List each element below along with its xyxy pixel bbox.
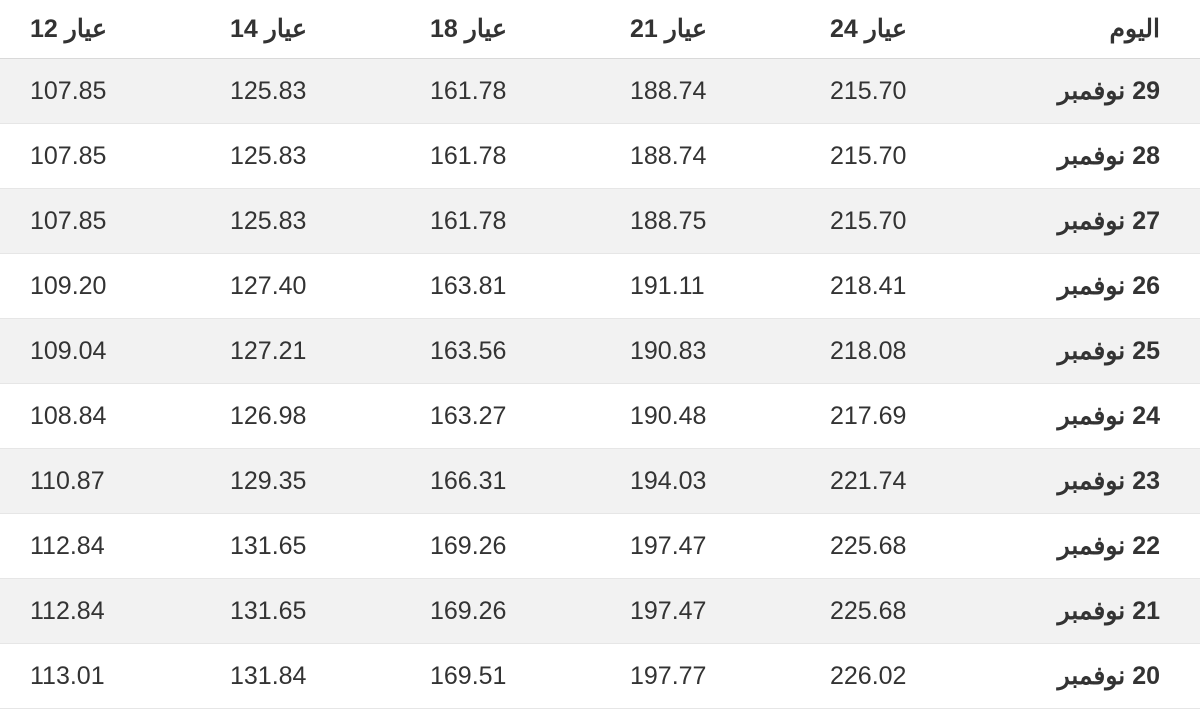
day-cell: 28 نوفمبر: [1000, 124, 1200, 189]
price-cell-k12: 109.20: [0, 254, 200, 319]
price-cell-k21: 188.75: [600, 189, 800, 254]
day-cell: 21 نوفمبر: [1000, 579, 1200, 644]
price-cell-k18: 169.26: [400, 514, 600, 579]
day-cell: 23 نوفمبر: [1000, 449, 1200, 514]
price-cell-k21: 190.83: [600, 319, 800, 384]
price-cell-k14: 131.84: [200, 644, 400, 709]
price-cell-k12: 107.85: [0, 59, 200, 124]
col-header-k18: عيار 18: [400, 0, 600, 59]
header-row: عيار 12 عيار 14 عيار 18 عيار 21 عيار 24 …: [0, 0, 1200, 59]
table-header: عيار 12 عيار 14 عيار 18 عيار 21 عيار 24 …: [0, 0, 1200, 59]
day-cell: 29 نوفمبر: [1000, 59, 1200, 124]
price-cell-k14: 129.35: [200, 449, 400, 514]
price-cell-k24: 217.69: [800, 384, 1000, 449]
table-row: 109.04127.21163.56190.83218.0825 نوفمبر: [0, 319, 1200, 384]
table-row: 107.85125.83161.78188.74215.7029 نوفمبر: [0, 59, 1200, 124]
price-cell-k24: 221.74: [800, 449, 1000, 514]
price-cell-k21: 194.03: [600, 449, 800, 514]
col-header-day: اليوم: [1000, 0, 1200, 59]
price-cell-k12: 107.85: [0, 189, 200, 254]
price-cell-k18: 163.81: [400, 254, 600, 319]
col-header-k24: عيار 24: [800, 0, 1000, 59]
price-cell-k18: 163.27: [400, 384, 600, 449]
price-cell-k12: 112.84: [0, 514, 200, 579]
price-cell-k18: 169.51: [400, 644, 600, 709]
table-body: 107.85125.83161.78188.74215.7029 نوفمبر1…: [0, 59, 1200, 709]
gold-price-table-container: عيار 12 عيار 14 عيار 18 عيار 21 عيار 24 …: [0, 0, 1200, 700]
price-cell-k21: 188.74: [600, 59, 800, 124]
table-row: 109.20127.40163.81191.11218.4126 نوفمبر: [0, 254, 1200, 319]
price-cell-k24: 215.70: [800, 124, 1000, 189]
price-cell-k21: 191.11: [600, 254, 800, 319]
price-cell-k14: 125.83: [200, 124, 400, 189]
price-cell-k24: 225.68: [800, 514, 1000, 579]
table-row: 112.84131.65169.26197.47225.6821 نوفمبر: [0, 579, 1200, 644]
day-cell: 22 نوفمبر: [1000, 514, 1200, 579]
price-cell-k18: 169.26: [400, 579, 600, 644]
price-cell-k12: 110.87: [0, 449, 200, 514]
day-cell: 24 نوفمبر: [1000, 384, 1200, 449]
price-cell-k14: 125.83: [200, 59, 400, 124]
gold-price-table: عيار 12 عيار 14 عيار 18 عيار 21 عيار 24 …: [0, 0, 1200, 709]
day-cell: 26 نوفمبر: [1000, 254, 1200, 319]
price-cell-k18: 163.56: [400, 319, 600, 384]
col-header-k21: عيار 21: [600, 0, 800, 59]
price-cell-k14: 131.65: [200, 579, 400, 644]
price-cell-k21: 197.47: [600, 514, 800, 579]
price-cell-k24: 226.02: [800, 644, 1000, 709]
price-cell-k12: 107.85: [0, 124, 200, 189]
price-cell-k18: 161.78: [400, 59, 600, 124]
price-cell-k14: 126.98: [200, 384, 400, 449]
price-cell-k24: 218.41: [800, 254, 1000, 319]
day-cell: 25 نوفمبر: [1000, 319, 1200, 384]
price-cell-k24: 215.70: [800, 189, 1000, 254]
col-header-k14: عيار 14: [200, 0, 400, 59]
price-cell-k18: 161.78: [400, 189, 600, 254]
price-cell-k14: 125.83: [200, 189, 400, 254]
price-cell-k21: 197.77: [600, 644, 800, 709]
day-cell: 27 نوفمبر: [1000, 189, 1200, 254]
price-cell-k24: 225.68: [800, 579, 1000, 644]
price-cell-k21: 197.47: [600, 579, 800, 644]
price-cell-k12: 113.01: [0, 644, 200, 709]
price-cell-k14: 131.65: [200, 514, 400, 579]
price-cell-k21: 190.48: [600, 384, 800, 449]
price-cell-k12: 112.84: [0, 579, 200, 644]
table-row: 112.84131.65169.26197.47225.6822 نوفمبر: [0, 514, 1200, 579]
price-cell-k14: 127.40: [200, 254, 400, 319]
col-header-k12: عيار 12: [0, 0, 200, 59]
price-cell-k12: 108.84: [0, 384, 200, 449]
price-cell-k14: 127.21: [200, 319, 400, 384]
price-cell-k24: 218.08: [800, 319, 1000, 384]
table-row: 110.87129.35166.31194.03221.7423 نوفمبر: [0, 449, 1200, 514]
price-cell-k18: 166.31: [400, 449, 600, 514]
price-cell-k12: 109.04: [0, 319, 200, 384]
table-row: 107.85125.83161.78188.75215.7027 نوفمبر: [0, 189, 1200, 254]
price-cell-k24: 215.70: [800, 59, 1000, 124]
day-cell: 20 نوفمبر: [1000, 644, 1200, 709]
price-cell-k18: 161.78: [400, 124, 600, 189]
price-cell-k21: 188.74: [600, 124, 800, 189]
table-row: 113.01131.84169.51197.77226.0220 نوفمبر: [0, 644, 1200, 709]
table-row: 108.84126.98163.27190.48217.6924 نوفمبر: [0, 384, 1200, 449]
table-row: 107.85125.83161.78188.74215.7028 نوفمبر: [0, 124, 1200, 189]
